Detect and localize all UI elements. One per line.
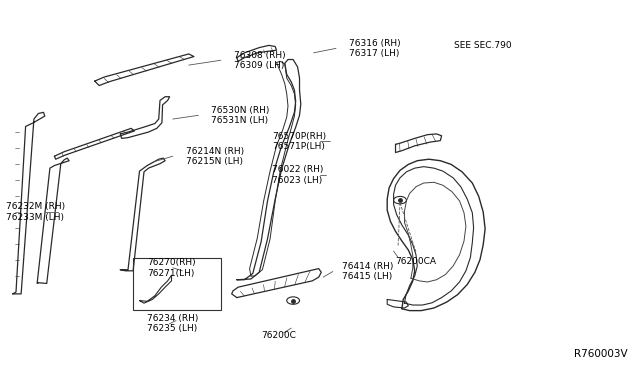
Text: 76214N (RH)
76215N (LH): 76214N (RH) 76215N (LH) bbox=[186, 147, 244, 166]
Text: 76270(RH)
76271(LH): 76270(RH) 76271(LH) bbox=[147, 258, 196, 278]
Text: 76022 (RH)
76023 (LH): 76022 (RH) 76023 (LH) bbox=[272, 165, 323, 185]
Text: 76234 (RH)
76235 (LH): 76234 (RH) 76235 (LH) bbox=[147, 314, 198, 333]
Text: SEE SEC.790: SEE SEC.790 bbox=[454, 41, 512, 50]
Text: 76316 (RH)
76317 (LH): 76316 (RH) 76317 (LH) bbox=[349, 39, 401, 58]
Text: 76530N (RH)
76531N (LH): 76530N (RH) 76531N (LH) bbox=[211, 106, 269, 125]
Text: R760003V: R760003V bbox=[573, 349, 627, 359]
Text: 76232M (RH)
76233M (LH): 76232M (RH) 76233M (LH) bbox=[6, 202, 65, 222]
Text: 76200CA: 76200CA bbox=[396, 257, 436, 266]
Text: 76200C: 76200C bbox=[261, 331, 296, 340]
Text: 76570P(RH)
76571P(LH): 76570P(RH) 76571P(LH) bbox=[272, 132, 326, 151]
Bar bbox=[133, 258, 221, 310]
Text: 76308 (RH)
76309 (LH): 76308 (RH) 76309 (LH) bbox=[234, 51, 285, 70]
Text: 76414 (RH)
76415 (LH): 76414 (RH) 76415 (LH) bbox=[342, 262, 394, 281]
